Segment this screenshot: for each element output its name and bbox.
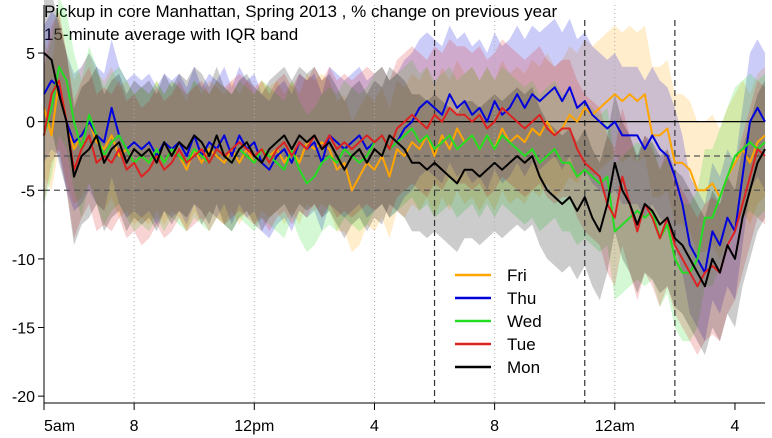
series-lines xyxy=(43,52,766,288)
iqr-bands xyxy=(44,0,765,356)
iqr-band-tue xyxy=(44,11,765,356)
legend-label-thu: Thu xyxy=(507,289,536,308)
y-tick-label: 5 xyxy=(26,46,35,63)
iqr-band-wed xyxy=(44,0,765,342)
series-line-wed xyxy=(43,65,766,274)
legend-label-mon: Mon xyxy=(507,358,540,377)
legend-label-tue: Tue xyxy=(507,335,536,354)
y-tick-label: -20 xyxy=(12,389,35,406)
y-tick-label: 0 xyxy=(26,115,35,132)
plot-area xyxy=(43,0,766,403)
y-tick-label: -5 xyxy=(21,183,35,200)
x-tick-label: 12am xyxy=(595,418,635,435)
chart-title: Pickup in core Manhattan, Spring 2013 , … xyxy=(44,2,557,21)
iqr-band-mon xyxy=(44,0,765,355)
y-tick-label: -15 xyxy=(12,321,35,338)
x-tick-label: 5am xyxy=(44,418,75,435)
y-axis-ticks: 5 0 -5 -10 -15 -20 xyxy=(12,46,44,406)
x-tick-label: 4 xyxy=(370,418,379,435)
legend-label-fri: Fri xyxy=(507,266,527,285)
x-axis-ticks: 5am 8 12pm 4 8 12am 4 xyxy=(43,403,740,435)
x-tick-label: 12pm xyxy=(234,418,274,435)
x-tick-label: 8 xyxy=(490,418,499,435)
axes xyxy=(43,5,765,404)
chart-subtitle: 15-minute average with IQR band xyxy=(44,25,298,44)
x-tick-label: 8 xyxy=(130,418,139,435)
series-line-mon xyxy=(43,52,766,288)
y-tick-label: -10 xyxy=(12,252,35,269)
legend: Fri Thu Wed Tue Mon xyxy=(455,266,542,377)
legend-label-wed: Wed xyxy=(507,312,542,331)
x-tick-label: 4 xyxy=(731,418,740,435)
